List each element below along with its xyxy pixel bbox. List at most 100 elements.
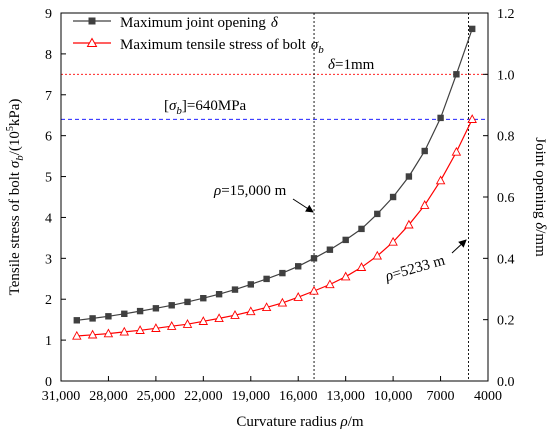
x-tick-label-8: 7000 xyxy=(427,389,455,404)
left-tick-label-3: 3 xyxy=(45,252,52,267)
annotation-rho-15000-arrow xyxy=(292,198,314,213)
annotation-delta-symbol: δ xyxy=(328,57,336,73)
series-0-point-16 xyxy=(326,246,334,253)
x-tick-label-5: 16,000 xyxy=(279,389,318,404)
x-tick-label-4: 19,000 xyxy=(232,389,271,404)
legend-marker-joint-opening xyxy=(88,17,96,25)
right-tick-label-2: 0.4 xyxy=(497,252,515,267)
right-tick-label-0: 0.0 xyxy=(497,375,515,390)
annotation-rho-15000-symbol: ρ xyxy=(213,183,221,199)
x-axis-title-main: Curvature radius xyxy=(236,414,340,430)
series-0-point-23 xyxy=(437,114,444,122)
series-1-point-13 xyxy=(277,297,288,307)
annotation-sigma-open: [ xyxy=(164,98,169,114)
right-tick-label-3: 0.6 xyxy=(497,191,515,206)
left-tick-label-0: 0 xyxy=(45,375,52,390)
series-0-point-19 xyxy=(374,210,381,218)
series-0-point-10 xyxy=(231,286,239,293)
left-axis-title-main: Tensile stress of bolt xyxy=(7,168,23,295)
left-axis-title-end: kPa) xyxy=(7,99,23,127)
series-1-point-22 xyxy=(419,200,430,209)
series-1-point-1 xyxy=(87,329,98,339)
annotation-rho-15000-text: =15,000 m xyxy=(221,183,286,199)
x-tick-label-6: 13,000 xyxy=(326,389,365,404)
series-0-point-17 xyxy=(342,236,349,244)
legend-label-tensile-stress-symbol: σ xyxy=(311,37,319,53)
series-0-point-24 xyxy=(453,71,460,78)
x-axis-title: Curvature radius ρ/m xyxy=(236,414,364,430)
series-0-point-2 xyxy=(105,313,112,320)
series-1-point-10 xyxy=(230,310,240,319)
series-0-point-6 xyxy=(168,302,175,309)
annotation-rho-5233: ρ=5233 m xyxy=(383,253,447,286)
left-tick-label-6: 6 xyxy=(45,130,52,145)
series-1-point-14 xyxy=(293,292,303,301)
series-0-point-20 xyxy=(389,193,397,201)
series-1-point-16 xyxy=(325,279,335,289)
annotation-delta: δ=1mm xyxy=(328,57,375,73)
series-1-point-17 xyxy=(340,271,351,281)
x-tick-label-2: 25,000 xyxy=(137,389,176,404)
series-0-point-9 xyxy=(215,291,223,298)
series-1-point-25 xyxy=(467,114,477,123)
right-axis-ticks: 0.0 0.2 0.4 0.6 0.8 1.0 1.2 xyxy=(483,7,515,390)
series-0-point-4 xyxy=(136,307,144,315)
series-0-point-14 xyxy=(295,263,302,270)
annotation-rho-15000: ρ=15,000 m xyxy=(213,183,287,199)
annotation-sigma-text: ]=640MPa xyxy=(182,98,247,114)
right-tick-label-6: 1.2 xyxy=(497,7,515,22)
x-tick-label-9: 4000 xyxy=(474,389,502,404)
legend-label-joint-opening-text: Maximum joint opening xyxy=(120,15,266,31)
series-1-point-11 xyxy=(246,306,256,316)
series-1-point-24 xyxy=(451,146,462,156)
series-0-point-0 xyxy=(73,317,80,324)
legend-label-joint-opening: Maximum joint opening δ xyxy=(120,15,279,31)
series-0-point-5 xyxy=(152,305,160,312)
series-0-point-8 xyxy=(200,295,207,302)
series-layer xyxy=(72,25,477,340)
series-1-point-7 xyxy=(182,319,193,328)
left-axis-ticks: 0 1 2 3 4 5 6 7 8 9 xyxy=(45,7,66,390)
left-axis-title-subscript: b xyxy=(14,155,26,161)
series-1-point-18 xyxy=(356,262,367,271)
right-tick-label-5: 1.0 xyxy=(497,68,515,83)
left-tick-label-5: 5 xyxy=(45,171,52,186)
series-0-point-12 xyxy=(263,275,270,283)
series-0-point-13 xyxy=(279,269,286,277)
left-axis-title-unit: /(10 xyxy=(7,131,23,155)
x-tick-label-7: 10,000 xyxy=(374,389,413,404)
left-tick-label-4: 4 xyxy=(45,211,52,226)
series-0-point-11 xyxy=(247,281,254,288)
x-tick-label-0: 31,000 xyxy=(42,389,81,404)
reference-lines xyxy=(61,13,488,381)
annotation-rho-5233-text: =5233 m xyxy=(391,253,448,283)
series-1-point-6 xyxy=(166,321,177,330)
x-axis-ticks: 31,000 28,000 25,000 22,000 19,000 16,000 13,0… xyxy=(42,376,502,404)
x-tick-label-3: 22,000 xyxy=(184,389,223,404)
series-1-point-20 xyxy=(388,236,398,246)
legend-item-tensile-stress: Maximum tensile stress of bolt σb xyxy=(73,37,324,56)
series-1-point-19 xyxy=(372,250,383,260)
series-0-point-1 xyxy=(89,315,96,322)
legend-item-joint-opening: Maximum joint opening δ xyxy=(73,15,279,31)
annotation-sigma-symbol: σ xyxy=(169,98,177,114)
series-0-point-3 xyxy=(121,310,128,317)
left-tick-label-1: 1 xyxy=(45,334,52,349)
left-axis-title-superscript: 5 xyxy=(5,126,16,131)
right-axis-title-main: Joint opening xyxy=(532,137,548,222)
series-1-point-4 xyxy=(135,325,145,334)
legend-label-tensile-stress: Maximum tensile stress of bolt σb xyxy=(120,37,324,56)
legend: Maximum joint opening δ Maximum tensile s… xyxy=(73,15,324,56)
right-axis-title: Joint opening δ/mm xyxy=(532,137,548,257)
annotation-sigma-subscript: b xyxy=(176,105,182,117)
legend-marker-tensile-stress xyxy=(86,37,98,47)
legend-label-joint-opening-symbol: δ xyxy=(271,15,279,31)
right-axis-title-symbol: δ xyxy=(532,222,548,230)
x-tick-label-1: 28,000 xyxy=(89,389,128,404)
annotation-sigma-allow: [σb]=640MPa xyxy=(164,98,247,117)
series-1-point-5 xyxy=(151,323,161,332)
series-1-point-3 xyxy=(119,326,130,336)
right-tick-label-4: 0.8 xyxy=(497,130,515,145)
series-0-point-25 xyxy=(469,25,476,33)
series-0-point-21 xyxy=(405,173,413,180)
